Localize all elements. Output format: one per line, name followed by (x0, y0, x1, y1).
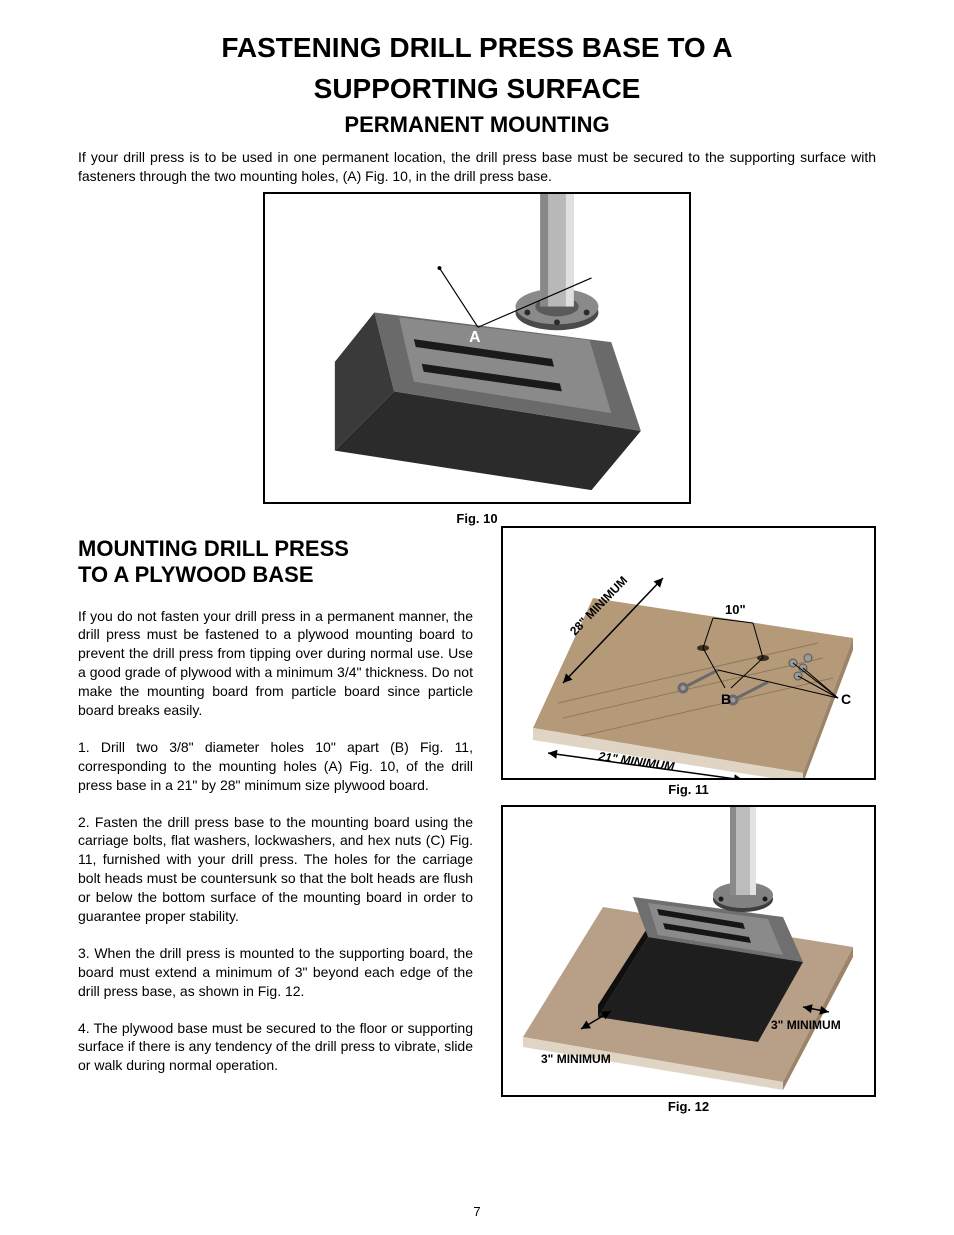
section-2-heading-l1: MOUNTING DRILL PRESS (78, 536, 349, 561)
svg-text:3" MINIMUM: 3" MINIMUM (771, 1018, 841, 1032)
right-column: 10" B C (501, 526, 876, 1114)
figure-10-caption: Fig. 10 (78, 511, 876, 526)
svg-text:C: C (841, 691, 851, 707)
page-title-line1: FASTENING DRILL PRESS BASE TO A (78, 30, 876, 65)
figure-10-container: A Fig. 10 (78, 192, 876, 526)
section2-intro: If you do not fasten your drill press in… (78, 607, 473, 720)
figure-11-container: 10" B C (501, 526, 876, 780)
section-2-heading: MOUNTING DRILL PRESS TO A PLYWOOD BASE (78, 536, 473, 589)
figure-11-illustration: 10" B C (503, 528, 865, 780)
page-subtitle: PERMANENT MOUNTING (78, 112, 876, 138)
figure-12-caption: Fig. 12 (501, 1099, 876, 1114)
page-title-line2: SUPPORTING SURFACE (78, 71, 876, 106)
svg-text:B: B (721, 691, 731, 707)
svg-text:3" MINIMUM: 3" MINIMUM (541, 1052, 611, 1066)
figure-12-illustration: 3" MINIMUM 3" MINIMUM (503, 807, 865, 1097)
figure-12-container: 3" MINIMUM 3" MINIMUM (501, 805, 876, 1097)
section2-step3: 3. When the drill press is mounted to th… (78, 944, 473, 1001)
figure-11-caption: Fig. 11 (501, 782, 876, 797)
section-2-heading-l2: TO A PLYWOOD BASE (78, 562, 314, 587)
svg-text:10": 10" (725, 602, 746, 617)
figure-10-illustration: A (263, 192, 691, 504)
intro-paragraph: If your drill press is to be used in one… (78, 148, 876, 186)
section2-step2: 2. Fasten the drill press base to the mo… (78, 813, 473, 926)
section2-step1: 1. Drill two 3/8" diameter holes 10" apa… (78, 738, 473, 795)
left-column: MOUNTING DRILL PRESS TO A PLYWOOD BASE I… (78, 526, 473, 1093)
page-number: 7 (0, 1204, 954, 1219)
svg-text:A: A (469, 329, 480, 346)
section2-step4: 4. The plywood base must be secured to t… (78, 1019, 473, 1076)
